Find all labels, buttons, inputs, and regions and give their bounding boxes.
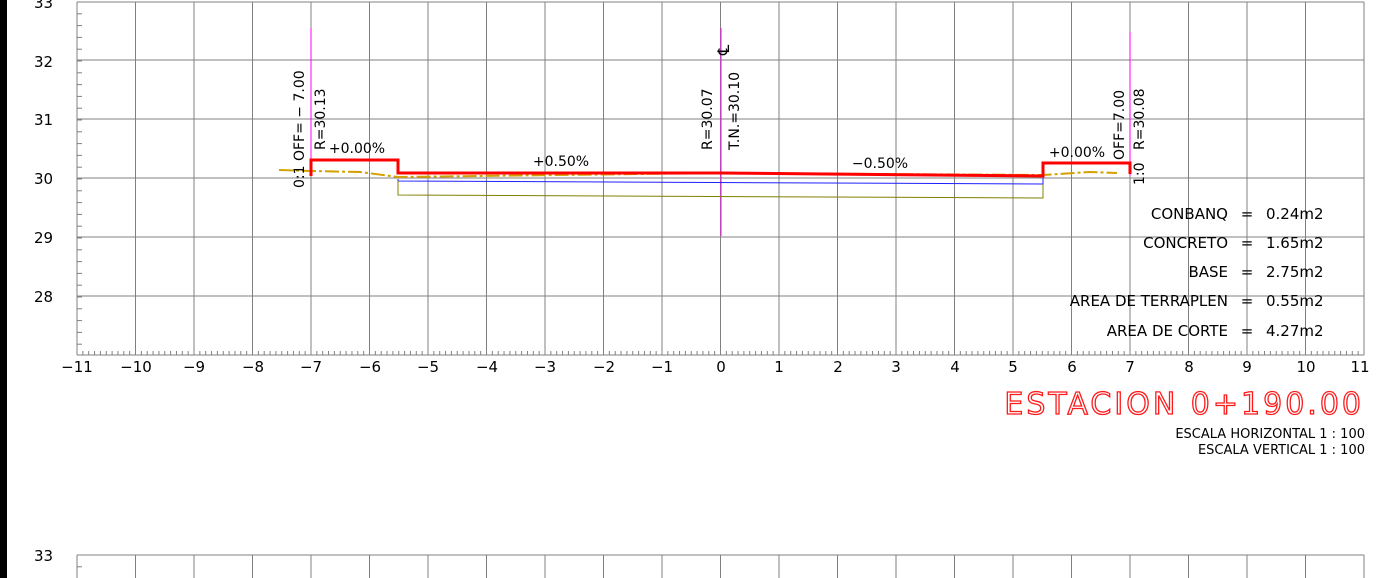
slope-left-berm: +0.00% <box>329 141 385 157</box>
x-label: 2 <box>833 358 843 376</box>
scale-vertical: ESCALA VERTICAL 1 : 100 <box>1198 443 1365 458</box>
section1-x-axis-labels: −11 −10 −9 −8 −7 −6 −5 −4 −3 −2 −1 0 1 2… <box>61 358 1369 376</box>
left-offset-label: 0:1 OFF= − 7.00 <box>292 70 308 188</box>
area-equals: = <box>1241 263 1254 281</box>
x-label: 11 <box>1350 358 1369 376</box>
finished-surface-line <box>309 158 1132 178</box>
area-label: CONBANQ <box>1151 205 1228 223</box>
subgrade-layer-line <box>397 181 1044 199</box>
area-equals: = <box>1241 205 1254 223</box>
area-equals: = <box>1241 292 1254 310</box>
x-label: −7 <box>300 358 322 376</box>
scale-horizontal: ESCALA HORIZONTAL 1 : 100 <box>1175 427 1365 442</box>
x-label: 0 <box>716 358 726 376</box>
right-elevation-label: R=30.08 <box>1132 88 1148 150</box>
x-label: −10 <box>120 358 152 376</box>
centerline-symbol: ℄ <box>714 44 733 56</box>
base-layer-line <box>397 178 1044 185</box>
slope-left-lane: +0.50% <box>533 154 589 170</box>
slope-labels: +0.00% +0.50% −0.50% +0.00% <box>329 141 1105 172</box>
area-row: BASE = 2.75m2 <box>1188 263 1323 281</box>
area-value: 0.24m2 <box>1266 205 1324 223</box>
area-row: CONCRETO = 1.65m2 <box>1143 234 1323 252</box>
sheet-border <box>0 0 7 578</box>
vertical-annotations: 0:1 OFF= − 7.00 R=30.13 R=30.07 T.N.=30.… <box>292 44 1148 188</box>
x-label: −5 <box>417 358 439 376</box>
x-label: 7 <box>1125 358 1135 376</box>
x-label: 5 <box>1008 358 1018 376</box>
y-label-33: 33 <box>34 0 53 12</box>
x-label: 8 <box>1184 358 1194 376</box>
y-label-32: 32 <box>34 53 53 71</box>
x-label: −3 <box>534 358 556 376</box>
x-label: −2 <box>593 358 615 376</box>
area-label: AREA DE CORTE <box>1107 322 1228 340</box>
x-label: 3 <box>891 358 901 376</box>
y-label-28: 28 <box>34 288 53 306</box>
x-label: 4 <box>950 358 960 376</box>
existing-ground-line <box>278 169 1118 179</box>
x-label: −8 <box>242 358 264 376</box>
section1-y-axis-labels: 33 32 31 30 29 28 <box>34 0 53 306</box>
x-label: −1 <box>651 358 673 376</box>
x-label: 9 <box>1242 358 1252 376</box>
right-ratio-label: 1:0 <box>1132 162 1148 185</box>
area-equals: = <box>1241 322 1254 340</box>
x-label: −6 <box>359 358 381 376</box>
area-value: 2.75m2 <box>1266 263 1324 281</box>
area-table: CONBANQ = 0.24m2 CONCRETO = 1.65m2 BASE … <box>1070 205 1324 340</box>
x-label: −11 <box>61 358 93 376</box>
x-label: −4 <box>476 358 498 376</box>
y-label-30: 30 <box>34 170 53 188</box>
x-label: 1 <box>774 358 784 376</box>
area-value: 1.65m2 <box>1266 234 1324 252</box>
right-offset-label: OFF=7.00 <box>1112 90 1128 160</box>
area-value: 0.55m2 <box>1266 292 1324 310</box>
area-row: CONBANQ = 0.24m2 <box>1151 205 1324 223</box>
y-label-29: 29 <box>34 229 53 247</box>
area-equals: = <box>1241 234 1254 252</box>
area-row: AREA DE TERRAPLEN = 0.55m2 <box>1070 292 1324 310</box>
station-title: ESTACION 0+190.00 <box>1004 387 1364 422</box>
area-label: AREA DE TERRAPLEN <box>1070 292 1228 310</box>
x-label: 10 <box>1296 358 1315 376</box>
area-row: AREA DE CORTE = 4.27m2 <box>1107 322 1324 340</box>
y-label-31: 31 <box>34 111 53 129</box>
x-label: −9 <box>183 358 205 376</box>
slope-right-lane: −0.50% <box>852 156 908 172</box>
left-elevation-label: R=30.13 <box>313 88 329 150</box>
center-elevation-label: R=30.07 <box>700 88 716 150</box>
area-label: CONCRETO <box>1143 234 1228 252</box>
ground-elevation-label: T.N.=30.10 <box>727 72 743 151</box>
area-value: 4.27m2 <box>1266 322 1324 340</box>
area-label: BASE <box>1188 263 1228 281</box>
slope-right-berm: +0.00% <box>1049 145 1105 161</box>
x-label: 6 <box>1067 358 1077 376</box>
section2-grid <box>76 554 1365 578</box>
section2-y-label-33: 33 <box>34 547 53 565</box>
